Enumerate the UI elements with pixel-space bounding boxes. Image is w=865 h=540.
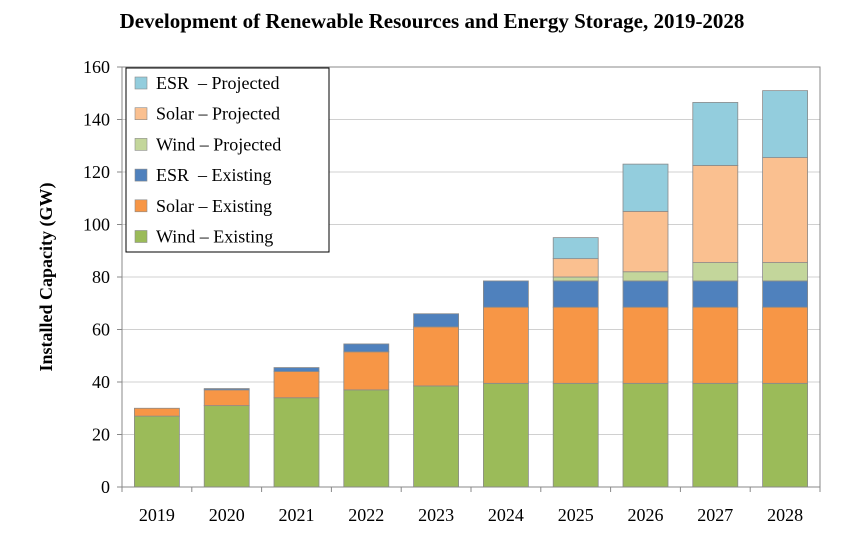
bar-segment — [343, 351, 390, 391]
legend-box — [125, 67, 330, 253]
bar-segment — [552, 258, 599, 278]
bar-segment — [203, 388, 250, 391]
legend-swatch — [134, 76, 148, 90]
bar-segment — [133, 415, 180, 488]
bar-segment — [203, 389, 250, 407]
x-tick-label: 2025 — [558, 505, 594, 525]
bar-segment — [552, 280, 599, 308]
bar-segment — [273, 371, 320, 399]
y-tick-label: 0 — [101, 477, 110, 497]
bar-segment — [552, 382, 599, 488]
bar-segment — [692, 306, 739, 384]
legend-swatch — [134, 107, 148, 120]
y-axis-ticks: 0 20 40 60 80 100 120 140 160 — [83, 57, 122, 497]
bar-segment — [413, 326, 460, 387]
bar-segment — [762, 90, 808, 158]
legend-swatch — [134, 199, 148, 213]
legend-entry: ESR – Existing — [156, 165, 272, 185]
bar-segment — [762, 382, 808, 488]
legend-swatch — [134, 230, 148, 243]
x-tick-label: 2027 — [697, 505, 733, 525]
x-axis-ticks: 2019 2020 2021 2022 2023 2024 2025 2026 2027 2028 — [121, 487, 821, 525]
y-tick-label: 80 — [92, 267, 110, 287]
legend-entry: Wind – Projected — [156, 134, 281, 154]
x-tick-label: 2023 — [418, 505, 454, 525]
x-tick-label: 2026 — [628, 505, 664, 525]
bar-segment — [622, 382, 669, 488]
y-tick-label: 120 — [83, 162, 110, 182]
bar-segment — [273, 367, 320, 372]
legend-entry: Solar – Projected — [156, 104, 280, 124]
legend-entry: Wind – Existing — [156, 227, 273, 247]
x-tick-label: 2019 — [139, 505, 175, 525]
y-tick-label: 160 — [83, 57, 110, 77]
bar-segment — [692, 280, 739, 308]
x-tick-label: 2021 — [279, 505, 315, 525]
bar-segment — [343, 389, 390, 488]
x-tick-label: 2022 — [348, 505, 384, 525]
bars — [133, 90, 808, 488]
y-tick-label: 140 — [83, 110, 110, 130]
bar-segment — [133, 407, 180, 417]
legend-entry: ESR – Projected — [156, 73, 280, 93]
bar-segment — [203, 405, 250, 488]
y-tick-label: 100 — [83, 215, 110, 235]
bar-segment — [762, 280, 808, 308]
legend: ESR – Projected Solar – Projected Wind – P… — [125, 67, 330, 253]
x-tick-label: 2028 — [767, 505, 803, 525]
x-tick-label: 2024 — [488, 505, 524, 525]
bar-segment — [622, 271, 669, 282]
bar-segment — [273, 397, 320, 488]
bar-segment — [692, 262, 739, 282]
bar-segment — [692, 382, 739, 488]
bar-segment — [552, 276, 599, 282]
y-tick-label: 40 — [92, 372, 110, 392]
x-tick-label: 2020 — [209, 505, 245, 525]
bar-segment — [622, 210, 669, 273]
legend-entry: Solar – Existing — [156, 196, 272, 216]
bar-segment — [622, 280, 669, 308]
bar-segment — [692, 165, 739, 263]
bar-segment — [482, 280, 529, 308]
y-axis-label: Installed Capacity (GW) — [36, 182, 57, 371]
bar-segment — [413, 313, 460, 328]
bar-segment — [482, 306, 529, 384]
bar-segment — [762, 157, 808, 263]
bar-segment — [343, 343, 390, 353]
y-tick-label: 20 — [92, 425, 110, 445]
bar-segment — [482, 382, 529, 488]
bar-segment — [552, 237, 599, 260]
chart-title: Development of Renewable Resources and E… — [120, 9, 745, 33]
legend-swatch — [134, 168, 148, 182]
bar-segment — [762, 306, 808, 384]
bar-segment — [762, 262, 808, 282]
bar-segment — [413, 385, 460, 488]
bar-segment — [552, 306, 599, 384]
bar-segment — [622, 163, 669, 212]
legend-swatch — [134, 138, 148, 151]
y-tick-label: 60 — [92, 320, 110, 340]
bar-segment — [622, 306, 669, 384]
bar-segment — [692, 102, 739, 166]
